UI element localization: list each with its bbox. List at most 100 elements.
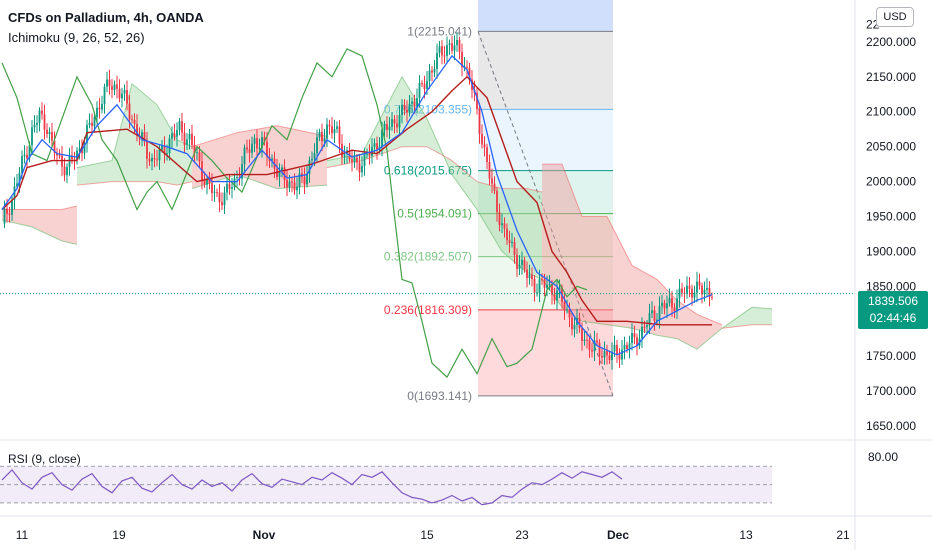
candle-body	[211, 183, 213, 194]
candle-body	[73, 159, 76, 161]
candle-body	[251, 143, 253, 153]
candle-body	[646, 325, 648, 327]
candle-body	[338, 126, 341, 144]
candle-body	[431, 70, 433, 73]
candle-body	[108, 79, 111, 87]
candle-body	[418, 83, 421, 99]
candle-body	[376, 143, 378, 151]
candle-body	[173, 133, 176, 137]
candle-body	[171, 133, 173, 139]
candle-body	[693, 292, 696, 298]
candle-body	[111, 86, 113, 90]
candle-body	[703, 289, 706, 295]
candle-body	[351, 159, 353, 162]
candle-body	[178, 121, 181, 131]
candle-body	[363, 153, 366, 166]
candle-body	[668, 298, 671, 304]
candle-body	[233, 178, 236, 188]
candlestick-series	[3, 32, 713, 370]
fibonacci-retracement[interactable]: 1(2215.041) 0.786(2103.355) 0.618(2015.675…	[384, 0, 614, 403]
candle-body	[126, 89, 128, 104]
candle-body	[306, 173, 308, 185]
candle-body	[611, 351, 613, 360]
candle-body	[566, 309, 568, 311]
fib-zone	[478, 31, 613, 110]
candle-body	[253, 138, 256, 144]
candle-body	[406, 109, 408, 113]
candle-body	[518, 264, 521, 269]
candle-body	[441, 46, 443, 56]
candle-body	[288, 181, 291, 188]
candle-body	[76, 150, 78, 160]
candle-body	[166, 153, 168, 155]
candle-body	[33, 124, 36, 128]
candle-body	[533, 279, 536, 293]
candle-body	[291, 181, 293, 183]
candle-body	[6, 208, 8, 214]
candle-body	[478, 109, 481, 135]
candle-body	[78, 148, 81, 151]
indicator-legend[interactable]: Ichimoku (9, 26, 52, 26)	[8, 30, 145, 45]
candle-body	[596, 340, 598, 343]
time-tick-label: 15	[420, 528, 434, 542]
candle-body	[593, 340, 596, 352]
leading-span-b	[2, 205, 78, 210]
candle-body	[326, 124, 328, 139]
candle-body	[358, 162, 361, 173]
candle-body	[18, 172, 21, 184]
candle-body	[511, 241, 513, 243]
lagging-span-line	[1, 48, 588, 379]
candle-body	[223, 192, 226, 206]
price-tick-label: 1900.000	[866, 244, 916, 258]
time-tick-label: Nov	[253, 528, 276, 542]
leading-span-b	[721, 324, 772, 329]
candle-body	[146, 141, 148, 159]
candle-body	[353, 157, 356, 162]
candle-body	[303, 176, 306, 185]
candle-body	[63, 166, 66, 176]
leading-span-b	[76, 181, 193, 186]
candle-body	[678, 288, 681, 299]
candle-body	[468, 67, 471, 80]
fib-zone	[478, 109, 613, 171]
candle-body	[51, 132, 53, 141]
candle-body	[558, 287, 561, 291]
price-tick-label: 1700.000	[866, 384, 916, 398]
fib-zone	[478, 256, 613, 310]
rsi-legend[interactable]: RSI (9, close)	[8, 452, 81, 466]
candle-body	[641, 326, 643, 339]
candle-body	[563, 302, 566, 311]
candle-body	[336, 126, 338, 129]
candle-body	[93, 116, 96, 127]
candle-body	[701, 285, 703, 295]
price-axis[interactable]: 2200.000 2150.000 2100.000 2050.000 2000.000…	[866, 17, 916, 433]
symbol-title[interactable]: CFDs on Palladium, 4h, OANDA	[8, 10, 204, 25]
candle-body	[308, 160, 311, 174]
candle-body	[486, 147, 488, 163]
candle-body	[401, 104, 403, 115]
candle-body	[481, 134, 483, 145]
candle-body	[661, 302, 663, 307]
candle-body	[513, 241, 516, 255]
candle-body	[453, 45, 456, 51]
candle-body	[311, 158, 313, 161]
time-axis[interactable]: 11 19 Nov 15 23 Dec 13 21	[16, 528, 850, 542]
candle-body	[106, 79, 108, 87]
candle-body	[711, 296, 713, 298]
candle-body	[588, 339, 591, 350]
candle-body	[698, 281, 701, 286]
candle-body	[546, 285, 548, 288]
currency-button[interactable]: USD	[876, 7, 914, 27]
candle-body	[421, 83, 423, 85]
candle-body	[381, 130, 383, 147]
candle-body	[21, 156, 23, 173]
candle-body	[688, 285, 691, 289]
candle-body	[48, 132, 51, 134]
candle-body	[261, 137, 263, 148]
rsi-pane[interactable]: 80.00	[0, 450, 898, 506]
fib-zone	[478, 309, 613, 396]
candle-body	[516, 254, 518, 269]
candle-body	[491, 178, 493, 184]
